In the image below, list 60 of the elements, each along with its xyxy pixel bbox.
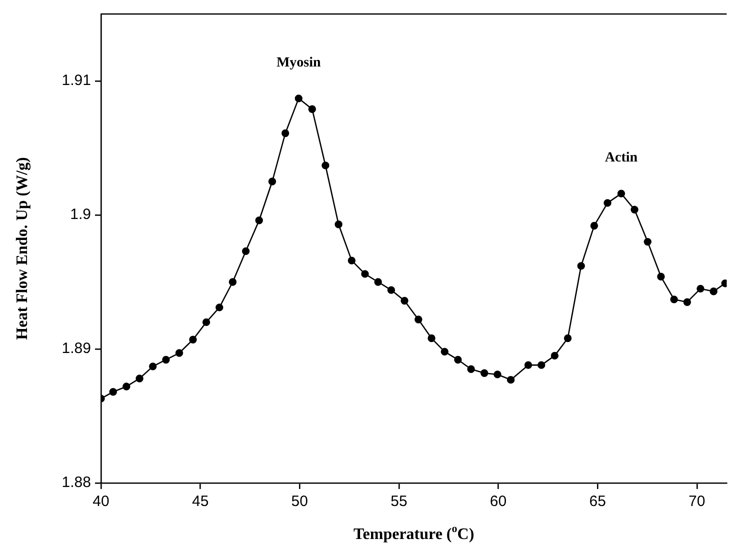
- x-tick-label: 55: [390, 493, 408, 510]
- x-tick-label: 70: [688, 493, 706, 510]
- point: [524, 361, 532, 369]
- point: [414, 316, 422, 324]
- point: [538, 361, 546, 369]
- point: [136, 374, 144, 382]
- point: [308, 105, 316, 113]
- x-tick-label: 65: [589, 493, 606, 510]
- x-tick-label: 50: [291, 493, 308, 510]
- point: [374, 278, 382, 286]
- point: [604, 199, 612, 207]
- point: [189, 336, 197, 344]
- x-tick-label: 45: [192, 493, 209, 510]
- point: [630, 206, 638, 214]
- point: [334, 220, 342, 228]
- y-tick-label: 1.9: [70, 206, 91, 224]
- point: [109, 388, 117, 396]
- point: [268, 178, 276, 186]
- point: [122, 382, 130, 390]
- y-tick-label: 1.88: [62, 474, 91, 492]
- point: [590, 222, 598, 230]
- point: [255, 216, 263, 224]
- point: [428, 334, 436, 342]
- point: [683, 298, 692, 306]
- point: [202, 318, 210, 326]
- point: [454, 356, 462, 364]
- point: [400, 296, 408, 305]
- point: [348, 256, 356, 264]
- point: [577, 262, 585, 270]
- point: [710, 288, 718, 296]
- annotation: Myosin: [276, 55, 322, 70]
- y-tick-label: 1.89: [62, 340, 91, 358]
- point: [617, 190, 626, 198]
- x-tick-label: 40: [92, 493, 110, 510]
- y-axis-title: Heat Flow Endo. Up (W/g): [14, 157, 31, 340]
- point: [361, 270, 369, 278]
- y-tick-label: 1.91: [62, 72, 91, 90]
- point: [294, 94, 302, 102]
- point: [494, 370, 502, 378]
- point: [387, 286, 396, 294]
- point: [657, 272, 665, 280]
- point: [480, 369, 488, 377]
- point: [281, 129, 290, 138]
- point: [696, 284, 704, 293]
- point: [550, 352, 559, 360]
- point: [175, 349, 184, 357]
- point: [216, 304, 224, 312]
- point: [644, 238, 652, 246]
- point: [506, 376, 515, 384]
- point: [322, 162, 330, 170]
- point: [440, 348, 448, 356]
- point: [162, 356, 170, 364]
- point: [228, 278, 237, 286]
- point: [467, 365, 475, 373]
- point: [242, 247, 250, 256]
- point: [148, 362, 157, 370]
- point: [670, 296, 678, 304]
- point: [564, 334, 572, 342]
- x-tick-label: 60: [490, 493, 507, 510]
- annotation: Actin: [604, 150, 638, 166]
